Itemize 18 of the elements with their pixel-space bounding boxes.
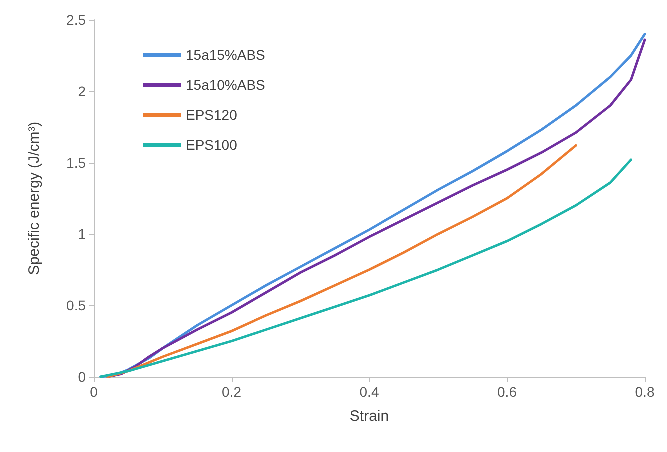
- legend-label: 15a10%ABS: [186, 77, 266, 93]
- x-axis-title: Strain: [350, 408, 390, 425]
- line-series: [100, 158, 632, 378]
- y-axis-title: Specific energy (J/cm³): [26, 122, 43, 276]
- x-tick-label: 0.8: [635, 384, 655, 400]
- x-tick-label: 0: [90, 384, 98, 400]
- x-tick-label: 0.6: [498, 384, 518, 400]
- legend-label: EPS120: [186, 107, 238, 123]
- y-tick-label: 2.5: [66, 12, 86, 28]
- y-tick-label: 0.5: [66, 298, 86, 314]
- y-tick-label: 1: [78, 226, 86, 242]
- y-tick-label: 1.5: [66, 154, 86, 171]
- y-tick-label: 2: [78, 83, 86, 100]
- legend-label: 15a15%ABS: [186, 47, 266, 63]
- x-tick-label: 0.2: [222, 384, 242, 400]
- legend-label: EPS100: [186, 137, 238, 153]
- y-tick-label: 0: [78, 369, 86, 385]
- x-tick-label: 0.4: [360, 384, 380, 400]
